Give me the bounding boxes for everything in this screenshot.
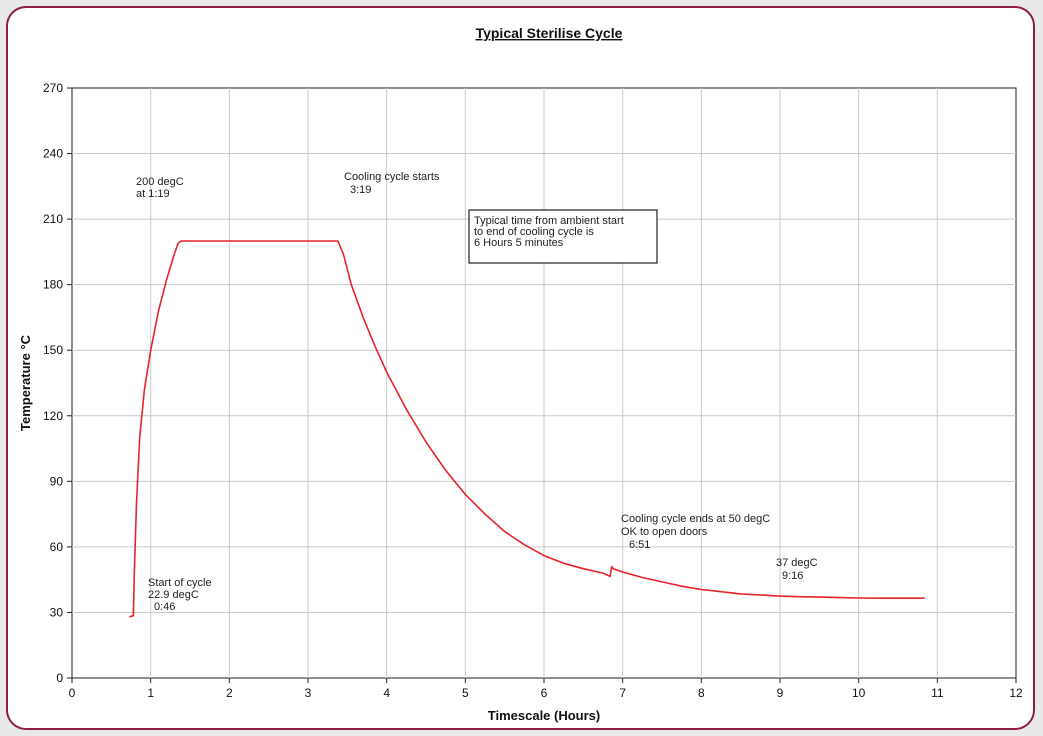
x-tick-label: 7 [619, 686, 626, 700]
x-tick-label: 11 [931, 686, 944, 700]
info-box-text-line: Typical time from ambient start [474, 215, 624, 227]
x-tick-label: 2 [226, 686, 233, 700]
start-of-cycle-annotation-line: 0:46 [154, 601, 175, 613]
x-tick-label: 3 [305, 686, 312, 700]
series-layer [129, 240, 925, 618]
x-tick-label: 6 [541, 686, 548, 700]
y-axis-ticks: 0 30 60 90 120 150 180 210 240 270 [43, 81, 72, 685]
x-axis-label: Timescale (Hours) [488, 708, 600, 723]
temperature-chart: Typical Sterilise Cycle 0 1 2 3 4 5 6 7 8 9 10 11 12… [18, 25, 1023, 723]
x-tick-label: 5 [462, 686, 469, 700]
cooling-start-annotation-line: 3:19 [350, 184, 371, 196]
cooling-end-annotation-line: 6:51 [629, 539, 650, 551]
y-tick-label: 90 [50, 474, 64, 488]
cooling-start-annotation-line: Cooling cycle starts [344, 171, 440, 183]
start-of-cycle-annotation-line: 22.9 degC [148, 589, 199, 601]
cooling-end-annotation-line: OK to open doors [621, 526, 708, 538]
y-tick-label: 60 [50, 540, 64, 554]
x-tick-label: 8 [698, 686, 705, 700]
chart-card: Typical Sterilise Cycle 0 1 2 3 4 5 6 7 8 9 10 11 12… [6, 6, 1035, 730]
x-tick-label: 4 [383, 686, 390, 700]
y-tick-label: 240 [43, 147, 63, 161]
x-tick-label: 1 [147, 686, 154, 700]
peak-temperature-annotation-line: at 1:19 [136, 188, 170, 200]
info-box-text-line: 6 Hours 5 minutes [474, 237, 564, 249]
x-axis-ticks: 0 1 2 3 4 5 6 7 8 9 10 11 12 [69, 678, 1023, 700]
x-tick-label: 9 [777, 686, 784, 700]
y-tick-label: 270 [43, 81, 63, 95]
info-box-text-line: to end of cooling cycle is [474, 226, 594, 238]
y-axis-label: Temperature °C [18, 334, 33, 431]
start-of-cycle-annotation-line: Start of cycle [148, 577, 212, 589]
y-tick-label: 210 [43, 212, 63, 226]
cooling-end-annotation-line: Cooling cycle ends at 50 degC [621, 513, 770, 525]
info-box [468, 209, 658, 264]
final-temperature-annotation-line: 37 degC [776, 557, 818, 569]
x-tick-label: 0 [69, 686, 76, 700]
y-tick-label: 180 [43, 278, 63, 292]
final-temperature-annotation-line: 9:16 [782, 570, 803, 582]
x-tick-label: 12 [1009, 686, 1023, 700]
temperature-line [129, 240, 925, 618]
y-tick-label: 30 [50, 605, 64, 619]
y-tick-label: 0 [56, 671, 63, 685]
x-tick-label: 10 [852, 686, 866, 700]
chart-title: Typical Sterilise Cycle [476, 25, 623, 41]
peak-temperature-annotation-line: 200 degC [136, 176, 184, 188]
y-tick-label: 150 [43, 343, 63, 357]
y-tick-label: 120 [43, 409, 63, 423]
